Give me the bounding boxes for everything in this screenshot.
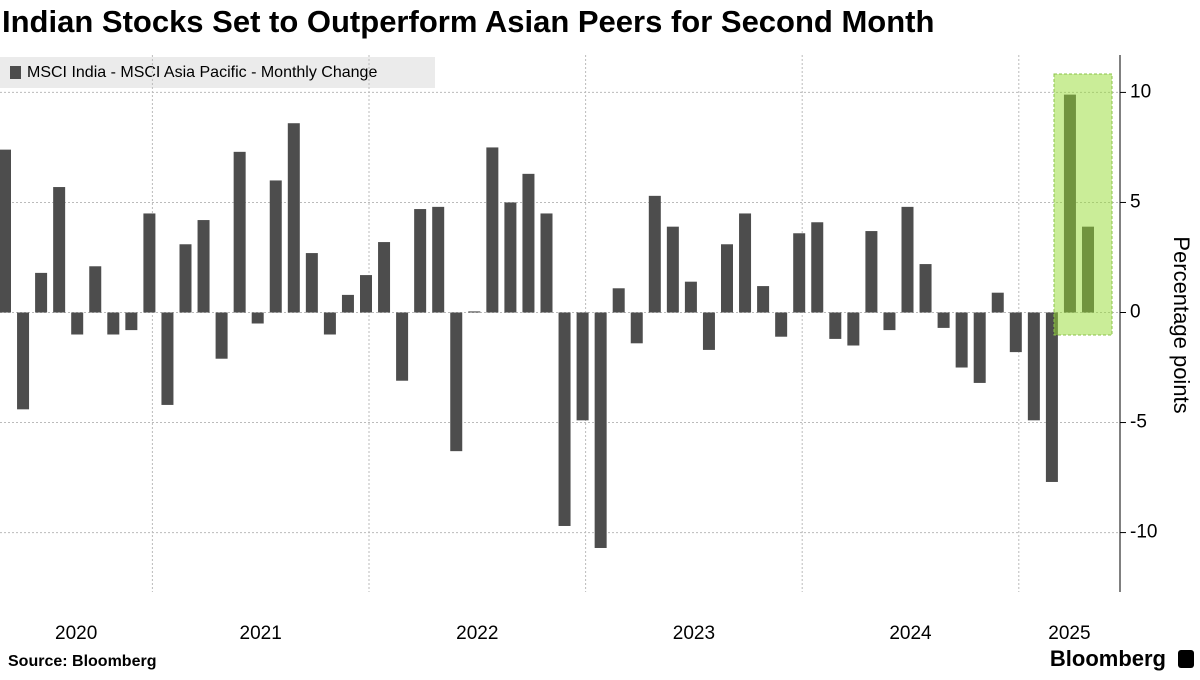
source: Source: Bloomberg — [8, 653, 156, 670]
bar — [955, 312, 968, 368]
legend-swatch — [10, 66, 21, 79]
bar — [396, 312, 409, 381]
bar — [594, 312, 607, 548]
highlight — [1053, 73, 1113, 336]
brand: Bloomberg — [1050, 646, 1166, 671]
x-tick-label: 2020 — [55, 623, 97, 644]
bar — [197, 220, 210, 313]
x-tick-label: 2024 — [889, 623, 932, 644]
bar — [287, 123, 300, 313]
plot: 10 5 0 -5 -10 2020 2021 2022 2023 2024 2025 — [0, 55, 1157, 644]
y-tick-label: -10 — [1130, 522, 1157, 543]
bar — [305, 253, 318, 313]
bar — [1045, 312, 1058, 482]
legend-label: MSCI India - MSCI Asia Pacific - Monthly… — [27, 64, 377, 81]
bar — [17, 312, 30, 410]
bar — [107, 312, 120, 335]
bar — [179, 244, 192, 313]
bar — [323, 312, 336, 335]
bar — [504, 202, 517, 313]
bar — [919, 264, 932, 313]
bar — [811, 222, 824, 313]
bar — [233, 151, 246, 313]
bar — [558, 312, 571, 526]
bar — [378, 242, 391, 313]
bar — [937, 312, 950, 328]
bar — [540, 213, 553, 313]
bar — [486, 147, 499, 313]
bar — [125, 312, 138, 331]
bar — [450, 312, 463, 452]
bar — [576, 312, 589, 421]
bar — [269, 180, 282, 313]
y-tick-label: -5 — [1130, 412, 1147, 433]
bar — [612, 288, 625, 313]
chart-title: Indian Stocks Set to Outperform Asian Pe… — [2, 4, 934, 39]
bar — [414, 209, 427, 313]
y-tick-label: 10 — [1130, 81, 1151, 102]
bar — [721, 244, 733, 313]
bar — [215, 312, 228, 359]
bar — [432, 206, 445, 313]
bar — [360, 275, 372, 313]
legend-box — [0, 57, 435, 88]
bar — [522, 173, 535, 313]
bar — [648, 195, 661, 313]
bar — [1009, 312, 1022, 353]
bar — [775, 312, 788, 337]
bar — [0, 149, 11, 313]
y-tick-label: 0 — [1130, 302, 1141, 323]
x-tick-label: 2021 — [240, 623, 282, 644]
bar — [666, 226, 679, 313]
bar — [630, 312, 643, 344]
bar — [468, 311, 481, 313]
x-tick-label: 2023 — [673, 623, 715, 644]
bar — [161, 312, 174, 405]
x-tick-label: 2022 — [456, 623, 498, 644]
bar — [883, 312, 896, 331]
bar — [35, 272, 48, 313]
y-axis-title: Percentage points — [1169, 236, 1194, 413]
bar — [901, 206, 914, 313]
bar — [829, 312, 842, 339]
bar — [991, 292, 1004, 313]
bar — [251, 312, 264, 324]
y-tick-label: 5 — [1130, 191, 1141, 212]
bar — [973, 312, 986, 383]
bar — [53, 187, 66, 313]
bar — [143, 213, 156, 313]
bar — [757, 286, 770, 313]
bar — [89, 266, 102, 313]
bar — [341, 294, 354, 313]
bar — [739, 213, 752, 313]
brand-icon — [1178, 650, 1194, 668]
bar — [793, 233, 806, 313]
bar — [1027, 312, 1040, 421]
bar — [702, 312, 715, 350]
bar — [847, 312, 860, 346]
bar — [684, 281, 697, 313]
x-tick-label: 2025 — [1048, 623, 1090, 644]
bar — [71, 312, 84, 335]
bar — [865, 231, 878, 313]
